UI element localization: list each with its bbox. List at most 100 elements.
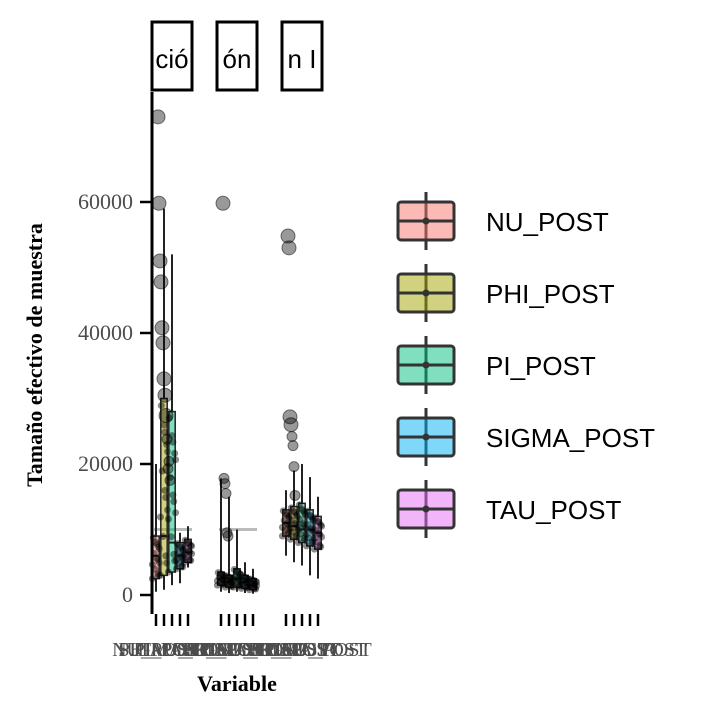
data-point: [170, 497, 178, 505]
outlier-point: [289, 489, 301, 501]
data-point: [154, 556, 162, 564]
data-point: [237, 580, 245, 588]
data-point: [172, 509, 180, 517]
data-point: [291, 520, 299, 528]
data-point: [234, 568, 242, 576]
data-point: [183, 553, 191, 561]
data-point: [187, 541, 195, 549]
data-point: [282, 510, 290, 518]
data-point: [295, 501, 303, 509]
data-point: [157, 402, 165, 410]
data-point: [226, 577, 234, 585]
data-point: [298, 505, 306, 513]
data-point: [221, 579, 229, 587]
data-point: [296, 515, 304, 523]
data-point: [248, 583, 256, 591]
data-point: [313, 538, 321, 546]
data-point: [169, 438, 177, 446]
data-point: [310, 534, 318, 542]
facet-strip-label: ció: [155, 44, 188, 74]
outlier-point: [161, 433, 173, 445]
data-point: [159, 532, 167, 540]
data-point: [311, 514, 319, 522]
outlier-point: [286, 430, 298, 442]
legend-key-sigma_post: [396, 408, 456, 466]
data-point: [308, 526, 316, 534]
x-tick-label: PI_POST: [199, 639, 276, 661]
x-tick-label: PHI_POST: [118, 639, 209, 661]
data-point: [305, 534, 313, 542]
legend-dot: [422, 217, 430, 225]
data-point: [156, 513, 164, 521]
data-point: [186, 548, 194, 556]
data-point: [232, 579, 240, 587]
legend-dot: [422, 361, 430, 369]
box-tau_post: [184, 538, 192, 564]
data-point: [253, 578, 261, 586]
data-point: [156, 571, 164, 579]
data-point: [162, 494, 170, 502]
facet-panel: [148, 109, 196, 592]
data-point: [299, 520, 307, 528]
data-point: [223, 576, 231, 584]
data-point: [227, 582, 235, 590]
y-axis: 0 20000 40000 60000: [78, 92, 154, 614]
data-point: [213, 577, 221, 585]
data-point: [178, 562, 186, 570]
data-point: [185, 540, 193, 548]
data-point: [153, 540, 161, 548]
data-point: [230, 566, 238, 574]
data-point: [241, 573, 249, 581]
outlier-point: [282, 409, 298, 425]
legend-key-phi_post: [396, 264, 456, 322]
data-point: [314, 517, 322, 525]
data-point: [188, 542, 196, 550]
x-tick-label: PHI_POST: [248, 639, 339, 661]
data-point: [162, 552, 170, 560]
data-point: [186, 556, 194, 564]
data-point: [317, 543, 325, 551]
outlier-point: [158, 408, 174, 424]
x-tick-label: SIGMA_POST: [183, 639, 306, 661]
outlier-point: [219, 478, 231, 490]
data-point: [251, 585, 259, 593]
data-point: [242, 578, 250, 586]
data-point: [180, 558, 188, 566]
data-point: [160, 421, 168, 429]
data-point: [247, 579, 255, 587]
data-point: [238, 572, 246, 580]
data-point: [174, 549, 182, 557]
data-point: [229, 583, 237, 591]
data-point: [302, 530, 310, 538]
data-point: [172, 565, 180, 573]
data-point: [279, 507, 287, 515]
facet-panels: [148, 109, 326, 594]
data-point: [227, 578, 235, 586]
facet-panel: [278, 228, 326, 579]
data-point: [246, 575, 254, 583]
x-tick-label: NU_POST: [177, 639, 265, 661]
legend-label: SIGMA_POST: [486, 423, 655, 453]
data-point: [235, 575, 243, 583]
data-point: [283, 511, 291, 519]
data-point: [290, 507, 298, 515]
data-point: [302, 542, 310, 550]
data-point: [216, 578, 224, 586]
outlier-point: [280, 228, 296, 244]
data-point: [177, 544, 185, 552]
data-point: [288, 516, 296, 524]
outlier-point: [215, 195, 231, 211]
data-point: [235, 581, 243, 589]
data-point: [253, 582, 261, 590]
data-point: [179, 563, 187, 571]
y-tick-label: 0: [122, 582, 133, 607]
data-point: [300, 534, 308, 542]
data-point: [168, 432, 176, 440]
x-tick-label: TAU_POST: [204, 639, 302, 661]
data-point: [221, 583, 229, 591]
data-point: [154, 570, 162, 578]
data-point: [167, 533, 175, 541]
data-point: [294, 539, 302, 547]
data-point: [218, 575, 226, 583]
data-point: [234, 574, 242, 582]
